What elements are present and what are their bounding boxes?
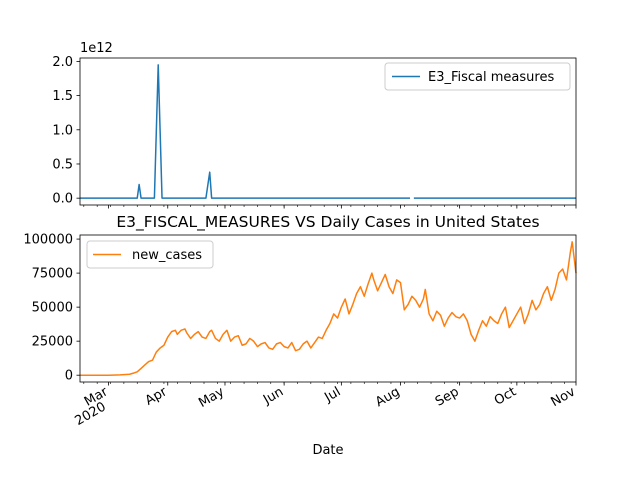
series-line-e3-fiscal-measures [80, 64, 576, 199]
top-legend[interactable]: E3_Fiscal measures [384, 62, 571, 91]
top-axes-frame [79, 57, 577, 206]
bottom-chart-title: E3_FISCAL_MEASURES VS Daily Cases in Uni… [116, 213, 539, 232]
bottom-axes-frame [79, 234, 577, 383]
y-tick-label: 0.0 [52, 192, 73, 207]
bottom-legend[interactable]: new_cases [86, 240, 214, 269]
bottom-legend-label: new_cases [132, 248, 202, 263]
top-axes: 0.0 0.5 1.0 1.5 2.0 1e12 E3_Fiscal measures [52, 41, 577, 209]
top-y-offset-label: 1e12 [80, 41, 113, 56]
y-tick-label: 0 [65, 369, 73, 384]
series-line-new-cases [80, 241, 577, 376]
y-tick-label: 50000 [32, 301, 73, 316]
y-tick-label: 75000 [32, 267, 73, 282]
y-tick-label: 1.5 [52, 89, 73, 104]
top-series-layer [80, 64, 576, 199]
x-axis-label: Date [312, 443, 343, 458]
bottom-legend-box [86, 240, 214, 269]
x-tick-label: Jul [321, 384, 343, 405]
y-tick-label: 0.5 [52, 157, 73, 172]
y-tick-label: 25000 [32, 335, 73, 350]
y-tick-label: 2.0 [52, 55, 73, 70]
bottom-series-layer [80, 241, 577, 376]
top-legend-box [384, 62, 571, 91]
bottom-y-ticks: 0 25000 50000 75000 100000 [23, 233, 80, 384]
y-tick-label: 1.0 [52, 123, 73, 138]
top-legend-label: E3_Fiscal measures [428, 70, 554, 85]
y-tick-label: 100000 [23, 233, 73, 248]
top-y-ticks: 0.0 0.5 1.0 1.5 2.0 [52, 55, 80, 207]
